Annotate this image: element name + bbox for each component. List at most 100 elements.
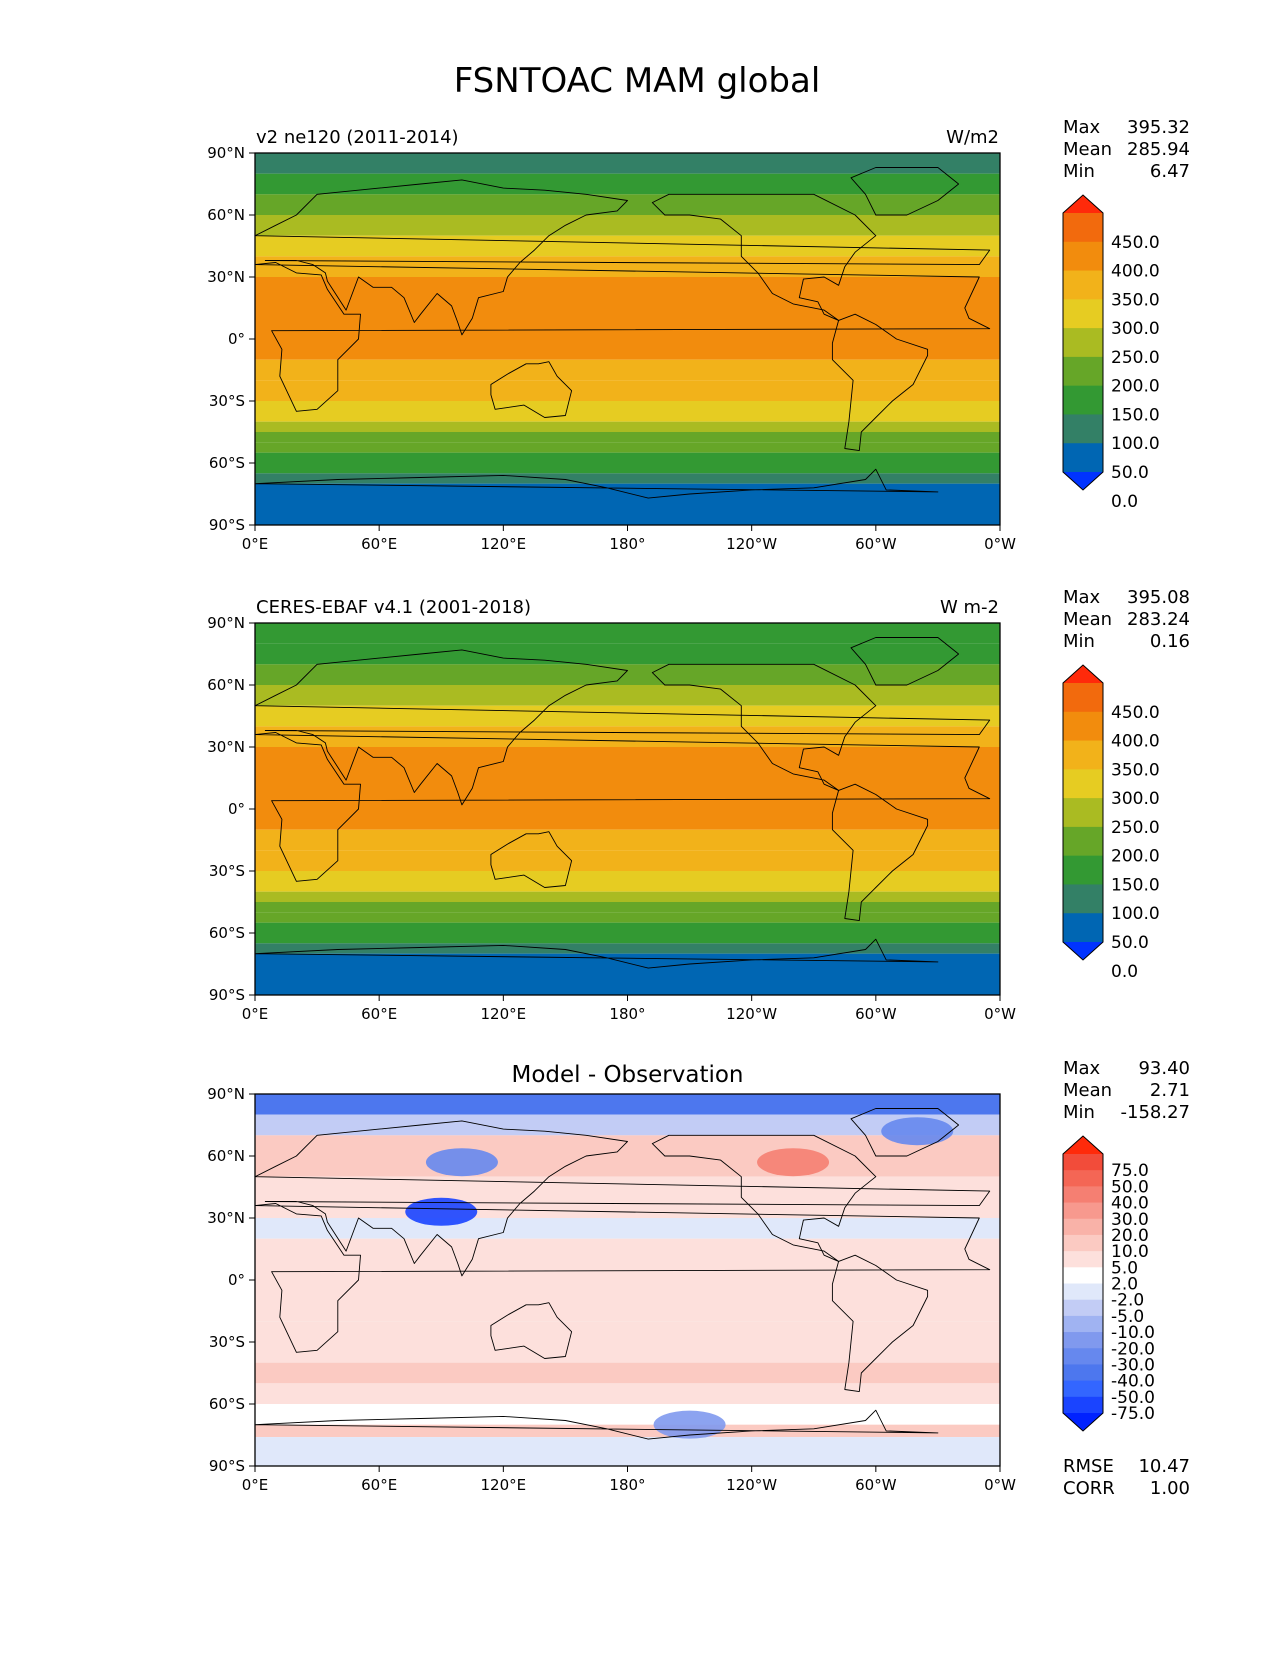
panel-units: W/m2 — [946, 127, 999, 148]
colorbar-segment — [1063, 769, 1103, 799]
lon-tick-label: 120°W — [726, 535, 777, 553]
colorbar-segment — [1063, 1299, 1103, 1317]
colorbar-segment — [1063, 711, 1103, 742]
colorbar-segment — [1063, 356, 1103, 387]
coastline-africa — [255, 262, 991, 412]
zonal-band — [255, 1383, 1000, 1404]
stat-value: 6.47 — [1150, 161, 1190, 182]
colorbar-extend-min — [1063, 942, 1103, 960]
stat-value: 285.94 — [1127, 139, 1190, 160]
colorbar-segment — [1063, 1364, 1103, 1382]
zonal-band — [255, 1321, 1000, 1363]
zonal-band — [255, 215, 1000, 236]
coastline-africa — [255, 1203, 991, 1353]
anomaly-region — [881, 1117, 954, 1146]
zonal-band — [255, 933, 1000, 944]
zonal-band — [255, 1404, 1000, 1425]
colorbar-segment — [1063, 385, 1103, 415]
stat-label: Min — [1063, 1102, 1095, 1123]
lat-tick-label: 30°S — [209, 392, 245, 410]
colorbar-label: 100.0 — [1111, 434, 1160, 454]
colorbar-extend-min — [1063, 472, 1103, 490]
panel-left-title: v2 ne120 (2011-2014) — [256, 127, 459, 148]
map-panel-2: CERES-EBAF v4.1 (2001-2018) W m-2 90°N 60°N… — [207, 587, 1190, 1023]
colorbar-label: 0.0 — [1111, 962, 1138, 982]
lat-tick-label: 30°S — [209, 862, 245, 880]
colorbar-segment — [1063, 328, 1103, 358]
colorbar-label: 450.0 — [1111, 233, 1160, 253]
colorbar-label: 40.0 — [1111, 1194, 1149, 1214]
lon-tick-label: 120°E — [481, 1005, 527, 1023]
lon-tick-label: 0°W — [984, 535, 1016, 553]
lon-tick-label: 120°E — [481, 535, 527, 553]
zonal-band — [255, 912, 1000, 923]
colorbar-label: 150.0 — [1111, 875, 1160, 895]
lon-tick-label: 60°W — [855, 1476, 897, 1494]
zonal-band — [255, 452, 1000, 463]
zonal-band — [255, 705, 1000, 727]
colorbar-label: 10.0 — [1111, 1242, 1149, 1262]
colorbar-label: 0.0 — [1111, 492, 1138, 512]
lon-tick-label: 0°W — [984, 1476, 1016, 1494]
zonal-band — [255, 235, 1000, 257]
colorbar-label: 450.0 — [1111, 703, 1160, 723]
lat-tick-label: 0° — [228, 800, 245, 818]
panel-center-title: Model - Observation — [511, 1062, 743, 1088]
colorbar-segment — [1063, 1186, 1103, 1204]
coastline-greenland — [850, 167, 960, 216]
zonal-band — [255, 1218, 1000, 1239]
zonal-band — [255, 1362, 1000, 1384]
stat-label: Min — [1063, 631, 1095, 652]
colorbar-segment — [1063, 1170, 1103, 1187]
colorbar-label: 200.0 — [1111, 377, 1160, 397]
colorbar-segment — [1063, 1251, 1103, 1268]
colorbar-segment — [1063, 1267, 1103, 1284]
map-plot-area — [255, 153, 1000, 525]
colorbar-segment — [1063, 414, 1103, 444]
coastline-australia — [490, 1302, 573, 1359]
lon-tick-label: 180° — [609, 1476, 645, 1494]
colorbar-label: 350.0 — [1111, 760, 1160, 780]
colorbar-segment — [1063, 1348, 1103, 1365]
map-plot-area — [255, 623, 1000, 995]
lat-tick-label: 90°S — [209, 516, 245, 534]
colorbar-segment — [1063, 270, 1103, 300]
lon-tick-label: 180° — [609, 1005, 645, 1023]
colorbar-label: 150.0 — [1111, 405, 1160, 425]
lat-tick-label: 60°N — [207, 676, 245, 694]
coastline-greenland — [850, 1108, 960, 1157]
colorbar-segment — [1063, 1154, 1103, 1171]
coastline-antarctica — [255, 468, 939, 525]
lon-tick-label: 60°W — [855, 1005, 897, 1023]
colorbar-label: 400.0 — [1111, 732, 1160, 752]
colorbar-label: 200.0 — [1111, 847, 1160, 867]
zonal-band — [255, 850, 1000, 871]
colorbar-label: 20.0 — [1111, 1226, 1149, 1246]
colorbar-label: 2.0 — [1111, 1275, 1138, 1295]
colorbar: 75.050.040.030.020.010.05.02.0-2.0-5.0-1… — [1062, 1135, 1155, 1432]
colorbar-segment — [1063, 1218, 1103, 1236]
coastline-australia — [490, 831, 573, 888]
stat-label: Min — [1063, 161, 1095, 182]
stat-label: Mean — [1063, 1080, 1112, 1101]
lat-tick-label: 60°N — [207, 206, 245, 224]
zonal-band — [255, 943, 1000, 954]
colorbar-segment — [1063, 213, 1103, 243]
panel-left-title: CERES-EBAF v4.1 (2001-2018) — [256, 597, 531, 618]
zonal-band — [255, 401, 1000, 422]
colorbar-label: -5.0 — [1111, 1307, 1144, 1327]
figure-title: FSNTOAC MAM global — [454, 61, 821, 101]
colorbar-segment — [1063, 798, 1103, 828]
colorbar-label: 400.0 — [1111, 262, 1160, 282]
lat-tick-label: 90°N — [207, 1085, 245, 1103]
colorbar-segment — [1063, 1234, 1103, 1252]
lon-tick-label: 0°W — [984, 1005, 1016, 1023]
colorbar-segment — [1063, 1315, 1103, 1333]
colorbar-segment — [1063, 826, 1103, 857]
coastline-eurasia — [255, 649, 991, 806]
colorbar-label: 300.0 — [1111, 319, 1160, 339]
colorbar-segment — [1063, 683, 1103, 713]
coastline-greenland — [850, 637, 960, 686]
colorbar-label: 50.0 — [1111, 463, 1149, 483]
stat-label: Max — [1063, 587, 1101, 608]
